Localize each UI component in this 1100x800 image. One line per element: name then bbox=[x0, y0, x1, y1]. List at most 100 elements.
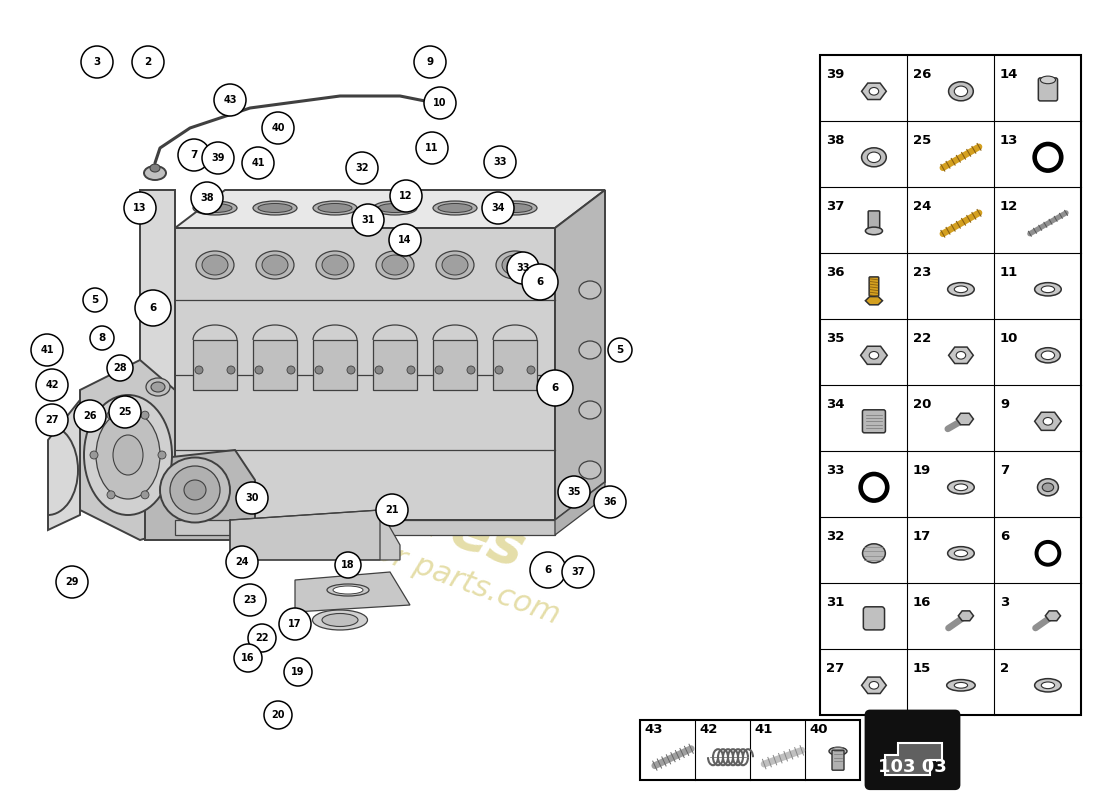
Text: 29: 29 bbox=[65, 577, 79, 587]
Polygon shape bbox=[295, 572, 410, 612]
Text: 27: 27 bbox=[826, 662, 845, 675]
Text: 37: 37 bbox=[571, 567, 585, 577]
Text: 41: 41 bbox=[754, 723, 772, 736]
Text: 17: 17 bbox=[913, 530, 932, 543]
Circle shape bbox=[507, 252, 539, 284]
Circle shape bbox=[31, 334, 63, 366]
Circle shape bbox=[56, 566, 88, 598]
Ellipse shape bbox=[160, 458, 230, 522]
Text: 34: 34 bbox=[492, 203, 505, 213]
Text: 11: 11 bbox=[1000, 266, 1019, 279]
Ellipse shape bbox=[438, 203, 472, 213]
Polygon shape bbox=[145, 450, 255, 540]
Ellipse shape bbox=[150, 164, 160, 172]
Circle shape bbox=[90, 451, 98, 459]
FancyBboxPatch shape bbox=[820, 55, 1081, 715]
Ellipse shape bbox=[314, 201, 358, 215]
Circle shape bbox=[107, 491, 116, 499]
Circle shape bbox=[482, 192, 514, 224]
Ellipse shape bbox=[579, 341, 601, 359]
Ellipse shape bbox=[1036, 542, 1059, 565]
Ellipse shape bbox=[1041, 76, 1056, 84]
Polygon shape bbox=[861, 677, 887, 694]
Text: 35: 35 bbox=[826, 332, 845, 345]
Text: 25: 25 bbox=[119, 407, 132, 417]
Circle shape bbox=[132, 46, 164, 78]
Text: 103 03: 103 03 bbox=[878, 758, 947, 776]
Circle shape bbox=[158, 451, 166, 459]
Circle shape bbox=[389, 224, 421, 256]
Circle shape bbox=[178, 139, 210, 171]
Ellipse shape bbox=[318, 203, 352, 213]
Ellipse shape bbox=[947, 546, 975, 560]
Polygon shape bbox=[48, 400, 80, 530]
Text: 33: 33 bbox=[516, 263, 530, 273]
Ellipse shape bbox=[579, 461, 601, 479]
Ellipse shape bbox=[1043, 418, 1053, 425]
Ellipse shape bbox=[947, 282, 975, 296]
Ellipse shape bbox=[262, 255, 288, 275]
Circle shape bbox=[416, 132, 448, 164]
Ellipse shape bbox=[151, 382, 165, 392]
Text: 39: 39 bbox=[826, 68, 845, 81]
Circle shape bbox=[424, 87, 456, 119]
Polygon shape bbox=[230, 510, 400, 560]
Circle shape bbox=[36, 369, 68, 401]
Ellipse shape bbox=[333, 586, 363, 594]
Text: 12: 12 bbox=[1000, 200, 1019, 213]
Ellipse shape bbox=[198, 203, 232, 213]
Text: 16: 16 bbox=[241, 653, 255, 663]
Ellipse shape bbox=[322, 255, 348, 275]
Text: 38: 38 bbox=[200, 193, 213, 203]
Text: 10: 10 bbox=[433, 98, 447, 108]
Circle shape bbox=[82, 288, 107, 312]
Ellipse shape bbox=[869, 351, 879, 359]
Text: 30: 30 bbox=[245, 493, 258, 503]
Circle shape bbox=[522, 264, 558, 300]
Circle shape bbox=[390, 180, 422, 212]
Text: 24: 24 bbox=[913, 200, 932, 213]
Text: 19: 19 bbox=[292, 667, 305, 677]
Circle shape bbox=[135, 290, 170, 326]
Ellipse shape bbox=[579, 401, 601, 419]
Circle shape bbox=[608, 338, 632, 362]
Text: 15: 15 bbox=[913, 662, 932, 675]
Ellipse shape bbox=[1042, 351, 1055, 359]
Circle shape bbox=[202, 142, 234, 174]
Ellipse shape bbox=[1035, 282, 1062, 296]
Text: 28: 28 bbox=[113, 363, 127, 373]
Text: 22: 22 bbox=[913, 332, 932, 345]
Text: 31: 31 bbox=[826, 596, 845, 609]
Ellipse shape bbox=[376, 251, 414, 279]
FancyBboxPatch shape bbox=[869, 277, 879, 296]
Ellipse shape bbox=[436, 251, 474, 279]
Polygon shape bbox=[192, 340, 236, 390]
Text: 18: 18 bbox=[341, 560, 355, 570]
Text: 26: 26 bbox=[913, 68, 932, 81]
Ellipse shape bbox=[496, 251, 534, 279]
Polygon shape bbox=[556, 190, 605, 520]
Circle shape bbox=[407, 366, 415, 374]
FancyBboxPatch shape bbox=[862, 410, 886, 433]
Polygon shape bbox=[80, 360, 175, 540]
FancyBboxPatch shape bbox=[868, 211, 880, 230]
Ellipse shape bbox=[253, 201, 297, 215]
Circle shape bbox=[234, 584, 266, 616]
Text: 2: 2 bbox=[1000, 662, 1009, 675]
Circle shape bbox=[242, 147, 274, 179]
Ellipse shape bbox=[442, 255, 468, 275]
Text: 36: 36 bbox=[603, 497, 617, 507]
Text: 3: 3 bbox=[1000, 596, 1010, 609]
FancyBboxPatch shape bbox=[640, 720, 860, 780]
Text: 36: 36 bbox=[826, 266, 845, 279]
Circle shape bbox=[527, 366, 535, 374]
Circle shape bbox=[284, 658, 312, 686]
Text: 37: 37 bbox=[826, 200, 845, 213]
Circle shape bbox=[558, 476, 590, 508]
Ellipse shape bbox=[378, 203, 412, 213]
Ellipse shape bbox=[192, 201, 236, 215]
Ellipse shape bbox=[1042, 483, 1054, 491]
Polygon shape bbox=[1045, 611, 1060, 621]
Circle shape bbox=[226, 546, 258, 578]
Text: 3: 3 bbox=[94, 57, 100, 67]
